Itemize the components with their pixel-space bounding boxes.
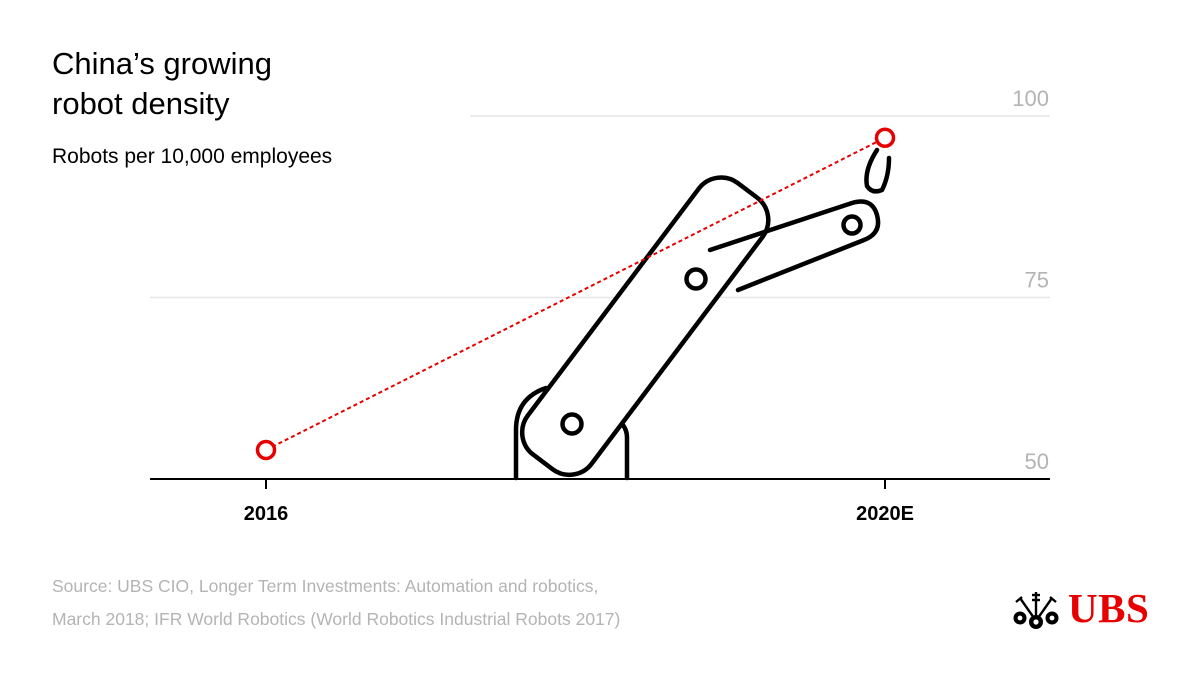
ubs-logo: UBS (1010, 585, 1160, 632)
robot-base-right-icon (617, 419, 630, 481)
title-line-1: China’s growing (52, 46, 272, 81)
y-tick-label: 75 (1025, 268, 1049, 293)
x-ticks: 2016 2020E (244, 479, 914, 525)
y-tick-label: 100 (1012, 86, 1049, 111)
three-keys-icon (1013, 592, 1059, 629)
y-tick-labels: 50 75 100 (1012, 86, 1049, 474)
robot-joint-icon (841, 214, 863, 236)
source-line-2: March 2018; IFR World Robotics (World Ro… (52, 609, 621, 629)
title-line-2: robot density (52, 86, 230, 121)
x-tick-label: 2016 (244, 503, 289, 525)
robot-upper-arm-icon (707, 199, 881, 293)
robot-base-left-icon (513, 385, 549, 481)
chart-title: China’s growing robot density (52, 44, 272, 124)
robot-arm-illustration (513, 147, 892, 481)
robot-joint-icon (684, 267, 708, 291)
robot-lower-arm-icon (519, 175, 771, 478)
series (255, 127, 896, 461)
grid-lines (150, 115, 1050, 299)
robot-joint-icon (560, 412, 584, 436)
source-note: Source: UBS CIO, Longer Term Investments… (52, 570, 620, 636)
source-line-1: Source: UBS CIO, Longer Term Investments… (52, 576, 599, 596)
data-point (255, 439, 277, 461)
chart-subtitle: Robots per 10,000 employees (52, 145, 333, 168)
brand-name: UBS (1068, 585, 1150, 631)
series-line (265, 136, 886, 451)
data-point (874, 127, 896, 149)
robot-gripper-icon (864, 147, 892, 194)
y-tick-label: 50 (1025, 449, 1049, 474)
x-tick-label: 2020E (856, 503, 914, 525)
